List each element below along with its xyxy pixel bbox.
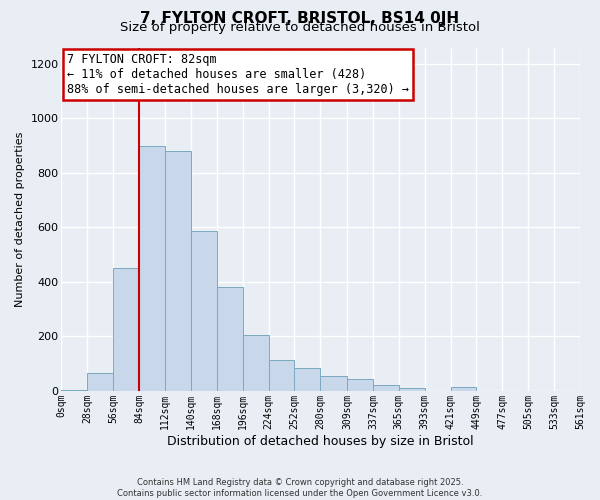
- Bar: [269, 360, 295, 391]
- Bar: [61, 390, 88, 391]
- X-axis label: Distribution of detached houses by size in Bristol: Distribution of detached houses by size …: [167, 434, 474, 448]
- Bar: [113, 268, 139, 391]
- Bar: [191, 232, 217, 391]
- Bar: [399, 388, 425, 391]
- Bar: [295, 368, 320, 391]
- Bar: [139, 146, 165, 391]
- Y-axis label: Number of detached properties: Number of detached properties: [15, 132, 25, 307]
- Bar: [165, 151, 191, 391]
- Bar: [451, 387, 476, 391]
- Bar: [347, 378, 373, 391]
- Bar: [320, 376, 347, 391]
- Bar: [373, 385, 399, 391]
- Text: Contains HM Land Registry data © Crown copyright and database right 2025.
Contai: Contains HM Land Registry data © Crown c…: [118, 478, 482, 498]
- Text: Size of property relative to detached houses in Bristol: Size of property relative to detached ho…: [120, 22, 480, 35]
- Bar: [88, 373, 113, 391]
- Bar: [242, 335, 269, 391]
- Bar: [217, 288, 242, 391]
- Text: 7 FYLTON CROFT: 82sqm
← 11% of detached houses are smaller (428)
88% of semi-det: 7 FYLTON CROFT: 82sqm ← 11% of detached …: [67, 53, 409, 96]
- Text: 7, FYLTON CROFT, BRISTOL, BS14 0JH: 7, FYLTON CROFT, BRISTOL, BS14 0JH: [140, 11, 460, 26]
